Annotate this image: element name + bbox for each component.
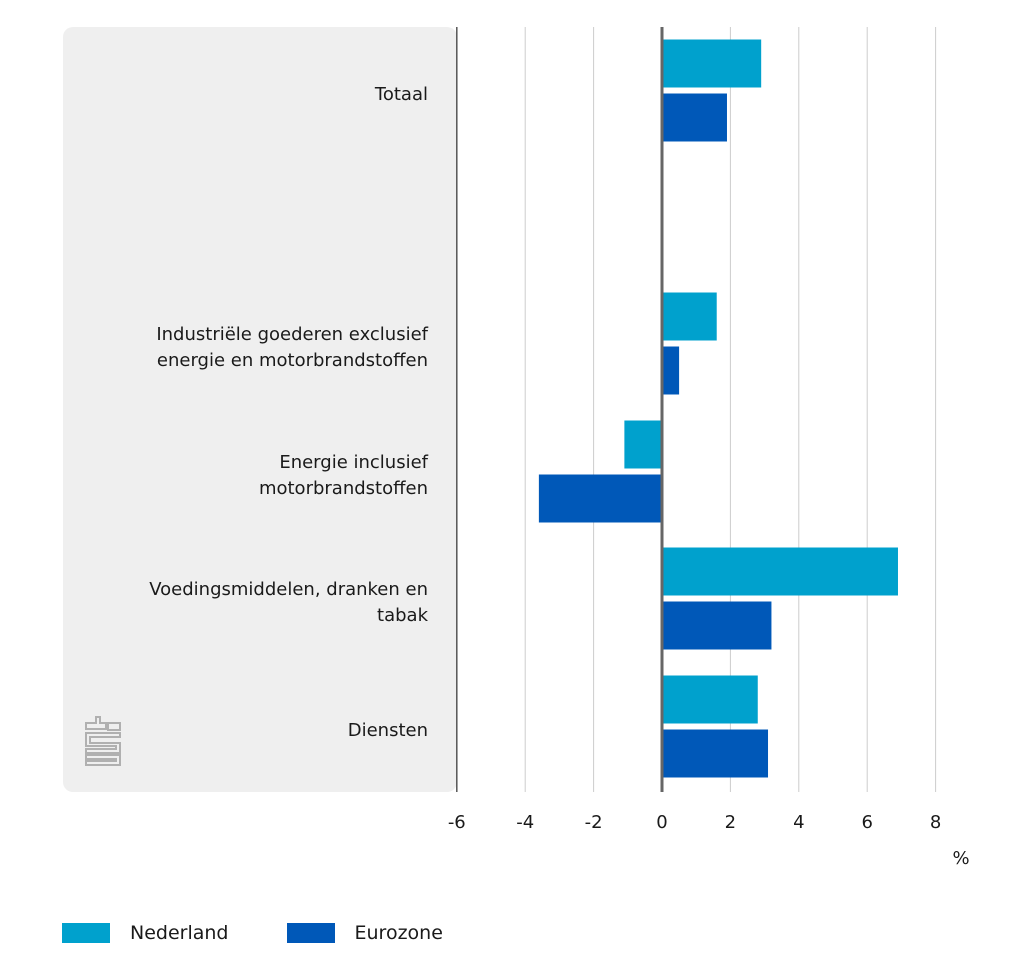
legend-label-eurozone: Eurozone — [354, 922, 443, 944]
x-tick-label: 0 — [656, 812, 667, 833]
bar-nederland-2 — [662, 292, 717, 341]
category-labels: Totaal Industriële goederen exclusief ener… — [149, 84, 428, 741]
category-label: tabak — [377, 605, 429, 626]
cbs-logo-icon — [85, 716, 121, 766]
bar-nederland-5 — [662, 675, 758, 724]
x-tick-labels: -6 -4 -2 0 2 4 6 8 — [448, 812, 942, 833]
bar-nederland-4 — [662, 547, 898, 596]
x-tick-label: 8 — [930, 812, 941, 833]
bar-nederland-3 — [624, 420, 662, 469]
category-label: energie en motorbrandstoffen — [157, 350, 428, 371]
legend: Nederland Eurozone — [62, 922, 483, 944]
legend-swatch-eurozone — [286, 923, 335, 943]
x-tick-label: 4 — [793, 812, 804, 833]
category-label: motorbrandstoffen — [259, 478, 428, 499]
gridlines — [524, 27, 937, 792]
legend-item-nederland: Nederland — [62, 922, 229, 944]
bar-eurozone-4 — [662, 601, 772, 650]
x-axis-label: % — [952, 848, 969, 869]
x-tick-label: 2 — [725, 812, 736, 833]
category-label: Energie inclusief — [279, 452, 428, 473]
bar-eurozone-3 — [538, 474, 662, 523]
bar-eurozone-5 — [662, 729, 769, 778]
x-tick-label: 6 — [861, 812, 872, 833]
x-tick-label: -2 — [585, 812, 603, 833]
legend-swatch-nederland — [62, 923, 110, 943]
x-tick-label: -6 — [448, 812, 466, 833]
bar-eurozone-2 — [662, 346, 680, 395]
bars — [538, 39, 898, 778]
category-label: Industriële goederen exclusief — [156, 324, 428, 345]
category-label: Voedingsmiddelen, dranken en — [149, 579, 428, 600]
category-panel — [63, 27, 457, 792]
category-label: Totaal — [374, 84, 428, 105]
x-tick-label: -4 — [516, 812, 534, 833]
bar-eurozone-0 — [662, 93, 727, 142]
legend-label-nederland: Nederland — [130, 922, 229, 944]
bar-nederland-0 — [662, 39, 762, 88]
legend-item-eurozone: Eurozone — [286, 922, 443, 944]
category-label: Diensten — [348, 720, 428, 741]
axes — [456, 27, 664, 792]
